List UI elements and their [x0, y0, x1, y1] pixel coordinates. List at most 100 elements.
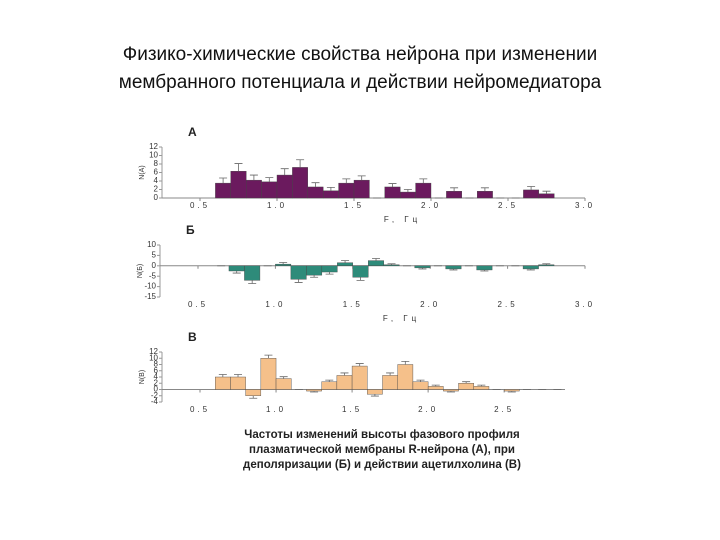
x-tick-label: 1.0: [267, 201, 287, 210]
bar: [244, 265, 261, 281]
error-bar: [480, 187, 489, 192]
bar: [352, 265, 369, 278]
error-bar: [249, 174, 258, 181]
bar: [337, 262, 354, 266]
error-bar: [462, 381, 471, 384]
bar: [383, 264, 400, 267]
y-tick-label: 6: [154, 366, 159, 375]
error-bar: [296, 159, 305, 168]
bar: [368, 260, 384, 267]
caption: плазматической мембраны R-нейрона (А), п…: [249, 444, 515, 456]
x-tick-label: 2.5: [494, 405, 514, 414]
y-tick-label: 12: [149, 142, 158, 151]
error-bar: [294, 279, 303, 283]
bar: [384, 186, 401, 199]
bar: [538, 193, 555, 199]
x-tick-label: 1.5: [342, 405, 362, 414]
error-bar: [403, 189, 412, 193]
y-tick-label: 4: [154, 372, 159, 381]
y-tick-label: 4: [154, 176, 159, 185]
y-tick-label: -2: [151, 391, 159, 400]
x-tick-label: 3.0: [575, 300, 595, 309]
error-bar: [416, 379, 425, 382]
error-bar: [341, 260, 350, 263]
bar: [353, 179, 370, 199]
bar: [538, 264, 555, 267]
bar: [522, 265, 539, 270]
bar: [261, 181, 278, 199]
panel-label: Б: [186, 223, 195, 237]
bar: [215, 182, 231, 199]
bar: [275, 378, 292, 390]
y-tick-label: 8: [154, 159, 159, 168]
y-tick-label: 2: [154, 185, 159, 194]
error-bar: [542, 190, 551, 194]
error-bar: [431, 384, 440, 387]
x-tick-label: 0.5: [188, 300, 208, 309]
caption: Частоты изменений высоты фазового профил…: [244, 429, 519, 441]
y-tick-label: -10: [144, 282, 156, 291]
y-tick-label: 10: [149, 151, 158, 160]
bar: [382, 375, 398, 390]
bar: [503, 389, 520, 392]
bar: [245, 389, 262, 396]
error-bar: [449, 268, 458, 271]
bar: [414, 265, 431, 269]
panel-label: А: [188, 125, 197, 139]
bar: [427, 386, 444, 390]
error-bar: [450, 187, 459, 192]
x-tick-label: 1.0: [266, 405, 286, 414]
x-tick-label: 2.5: [498, 300, 518, 309]
error-bar: [310, 275, 319, 278]
error-bar: [401, 360, 410, 365]
panel-label: В: [188, 330, 197, 344]
y-tick-label: 10: [147, 240, 156, 249]
error-bar: [357, 175, 366, 181]
bar: [307, 186, 324, 199]
bar: [275, 263, 292, 266]
bar: [415, 182, 432, 199]
bar: [351, 365, 368, 390]
bar: [230, 376, 246, 390]
x-tick-label: 2.0: [420, 300, 440, 309]
y-axis-label: N(Б): [137, 264, 144, 278]
bar: [321, 265, 338, 273]
bar: [292, 167, 308, 199]
bar: [276, 174, 293, 199]
bar: [323, 190, 339, 199]
bar: [458, 383, 474, 390]
x-tick-label: 1.5: [344, 201, 364, 210]
slide-title: Физико-химические свойства нейрона при и…: [123, 44, 597, 65]
bar: [445, 265, 462, 270]
error-bar: [342, 178, 351, 184]
bar: [215, 376, 231, 390]
bar: [446, 190, 462, 199]
x-tick-label: 2.0: [421, 201, 441, 210]
error-bar: [280, 168, 289, 176]
error-bar: [340, 372, 349, 376]
error-bar: [279, 262, 288, 265]
error-bar: [446, 391, 455, 393]
y-tick-label: 10: [149, 353, 158, 362]
error-bar: [248, 280, 257, 284]
y-tick-label: 0: [154, 193, 159, 202]
bar: [260, 358, 277, 390]
bar: [290, 265, 307, 280]
bar: [477, 190, 493, 199]
bar: [523, 189, 540, 199]
y-tick-label: 12: [149, 347, 158, 356]
x-tick-label: 2.0: [418, 405, 438, 414]
error-bar: [219, 177, 228, 184]
y-tick-label: 2: [154, 378, 159, 387]
bar: [397, 364, 414, 390]
error-bar: [249, 395, 258, 399]
error-bar: [386, 372, 395, 376]
x-tick-label: 0.5: [190, 405, 210, 414]
bar: [306, 265, 323, 276]
error-bar: [418, 267, 427, 270]
x-tick-label: 2.5: [498, 201, 518, 210]
error-bar: [218, 374, 227, 377]
error-bar: [526, 268, 535, 271]
error-bar: [356, 277, 365, 281]
